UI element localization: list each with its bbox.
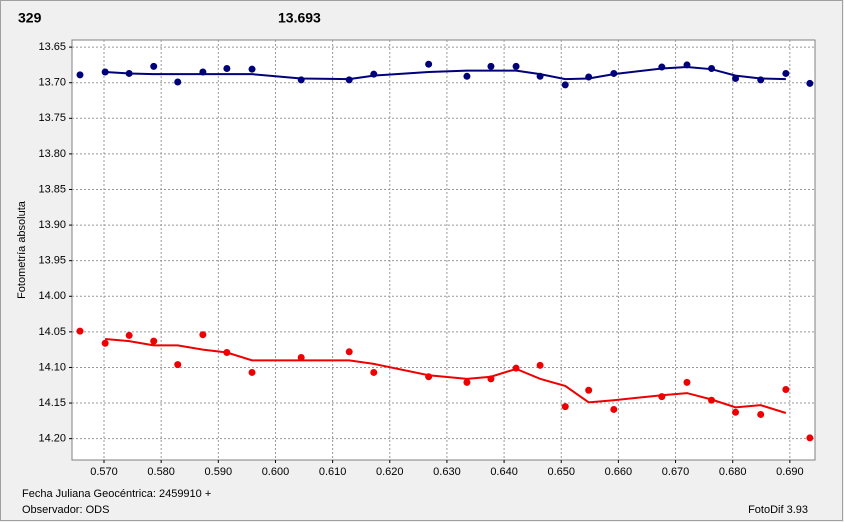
x-tick-label: 0.670	[662, 466, 690, 478]
x-tick-label: 0.590	[205, 466, 233, 478]
trend-line	[105, 66, 786, 81]
observer-label: Observador: ODS	[22, 504, 109, 516]
data-point	[297, 353, 305, 361]
y-tick-label: 14.10	[38, 361, 66, 373]
data-point	[248, 368, 256, 376]
data-point	[683, 378, 691, 386]
x-tick-label: 0.620	[376, 466, 404, 478]
data-point	[732, 408, 740, 416]
data-point	[512, 62, 520, 70]
data-point	[150, 337, 158, 345]
data-point	[782, 386, 790, 394]
data-point	[782, 69, 790, 77]
data-point	[487, 62, 495, 70]
data-point	[174, 78, 182, 86]
x-tick-label: 0.640	[490, 466, 518, 478]
y-axis-label: Fotometría absoluta	[16, 200, 28, 299]
x-axis-label: Fecha Juliana Geocéntrica: 2459910 +	[22, 488, 211, 500]
x-tick-label: 0.680	[719, 466, 747, 478]
data-point	[76, 71, 84, 79]
y-tick-label: 14.20	[38, 433, 66, 445]
data-point	[536, 361, 544, 369]
plot-area	[71, 39, 816, 461]
trend-line	[105, 337, 787, 414]
data-point	[101, 339, 109, 347]
data-point	[585, 386, 593, 394]
data-point	[806, 434, 814, 442]
x-tick-label: 0.610	[319, 466, 347, 478]
data-point	[76, 327, 84, 335]
data-point	[561, 81, 569, 89]
y-tick-label: 13.80	[38, 148, 66, 160]
x-tick-label: 0.660	[605, 466, 633, 478]
x-tick-label: 0.570	[90, 466, 118, 478]
data-point	[150, 62, 158, 70]
x-tick-label: 0.580	[147, 466, 175, 478]
y-tick-label: 13.90	[38, 219, 66, 231]
y-tick-label: 13.70	[38, 77, 66, 89]
data-point	[610, 405, 618, 413]
data-point	[806, 79, 814, 87]
data-point	[463, 378, 471, 386]
x-tick-label: 0.630	[433, 466, 461, 478]
data-point	[425, 60, 433, 68]
data-point	[370, 368, 378, 376]
data-point	[561, 403, 569, 411]
data-point	[199, 331, 207, 339]
x-tick-label: 0.600	[262, 466, 290, 478]
y-tick-label: 14.00	[38, 290, 66, 302]
header-count: 329	[18, 10, 42, 26]
data-point	[345, 348, 353, 356]
data-point	[223, 64, 231, 72]
y-tick-label: 13.75	[38, 112, 66, 124]
data-point	[248, 65, 256, 73]
software-label: FotoDif 3.93	[748, 504, 808, 516]
y-tick-label: 13.95	[38, 255, 66, 267]
header-value: 13.693	[278, 10, 321, 26]
y-tick-label: 14.05	[38, 326, 66, 338]
data-point	[757, 410, 765, 418]
y-tick-label: 13.85	[38, 183, 66, 195]
data-point	[463, 72, 471, 80]
y-tick-label: 13.65	[38, 41, 66, 53]
y-tick-label: 14.15	[38, 397, 66, 409]
data-point	[174, 361, 182, 369]
x-tick-label: 0.650	[547, 466, 575, 478]
x-tick-label: 0.690	[776, 466, 804, 478]
data-point	[125, 331, 133, 339]
